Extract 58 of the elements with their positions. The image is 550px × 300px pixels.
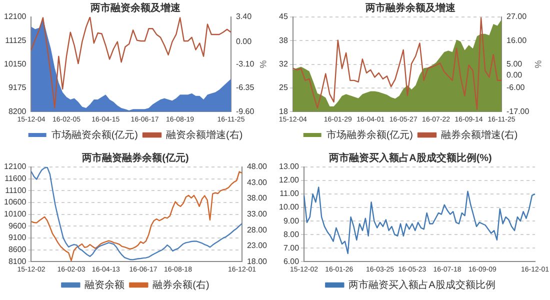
chart-title: 两市融资融券余额(亿元) — [81, 152, 189, 164]
chart-title: 两市融资余额及增速 — [90, 2, 182, 14]
legend-label: 市场融资余额(亿元) — [51, 128, 138, 141]
y-tick-label: 8200 — [8, 106, 27, 116]
y2-tick-label: 38.00 — [246, 194, 268, 203]
y-tick-label: 11100 — [5, 186, 27, 195]
y-tick-label: 9175 — [8, 83, 27, 92]
y2-tick-label: 28.00 — [246, 225, 268, 234]
legend-label: 两市融资买入额占A股成交额比例 — [348, 278, 496, 291]
y-tick-label: 11600 — [4, 174, 27, 184]
y-tick-label: 12.00 — [278, 176, 300, 185]
y2-tick-label: -6.00 — [506, 83, 526, 92]
legend-label: 融资余额增速(右) — [166, 128, 243, 141]
y2-tick-label: -17.00 — [506, 106, 530, 116]
legend-label: 融券余额(右) — [152, 278, 210, 291]
y-tick-label: 10.00 — [278, 202, 300, 212]
y2-tick-label: 0.00 — [506, 70, 523, 80]
y2-tick-label: -9.60 — [236, 106, 255, 116]
legend-label: 市场融券余额(亿元) — [326, 128, 414, 141]
y-tick-label: 10600 — [4, 198, 27, 207]
y-tick-label: 13.00 — [278, 162, 300, 172]
y-tick-label: 11.00 — [280, 189, 300, 198]
y2-tick-label: -3.10 — [236, 60, 255, 69]
y2-tick-label: 27.00 — [506, 12, 528, 22]
y2-tick-label: 16.00 — [506, 36, 528, 45]
y-tick-label: 8.00 — [283, 230, 300, 239]
y-tick-label: 12100 — [4, 12, 27, 22]
y-tick-label: 10100 — [4, 210, 27, 219]
y-tick-label: 11125 — [5, 36, 27, 45]
chart-title: 两市融资买入额占A股成交额比例(%) — [328, 152, 492, 164]
y2-tick-label: -6.35 — [236, 83, 255, 92]
y-tick-label: 38 — [278, 36, 288, 45]
y2-axis-title: % — [258, 60, 268, 68]
y2-tick-label: 43.00 — [246, 178, 268, 187]
y-tick-label: 8100 — [8, 256, 27, 266]
chart-title: 两市融券余额及增速 — [364, 2, 456, 14]
y2-tick-label: 5.00 — [506, 60, 523, 69]
y-tick-label: 10150 — [4, 60, 27, 69]
y-tick-label: 6.00 — [283, 256, 300, 266]
y2-axis-title: % — [533, 60, 544, 68]
y2-tick-label: 48.00 — [246, 162, 268, 172]
y-tick-label: 32 — [278, 60, 288, 69]
y-tick-label: 12100 — [4, 162, 27, 172]
y-tick-label: 9600 — [8, 221, 27, 230]
y-tick-label: 7.00 — [283, 243, 300, 252]
legend-label: 融资余额 — [84, 278, 125, 291]
y2-tick-label: 0.00 — [236, 36, 252, 46]
y2-tick-label: 33.00 — [246, 210, 268, 219]
y-tick-label: 25 — [278, 83, 288, 92]
y-tick-label: 45 — [278, 12, 288, 22]
y2-tick-label: 3.40 — [236, 12, 252, 22]
y-tick-label: 8600 — [8, 244, 27, 254]
y-tick-label: 9100 — [8, 233, 27, 242]
legend-label: 融券余额增速(右) — [441, 128, 518, 141]
y-tick-label: 18 — [278, 106, 288, 116]
y2-tick-label: 23.00 — [246, 241, 268, 250]
y-tick-label: 9.00 — [283, 216, 300, 226]
y2-tick-label: 18.00 — [246, 256, 268, 266]
